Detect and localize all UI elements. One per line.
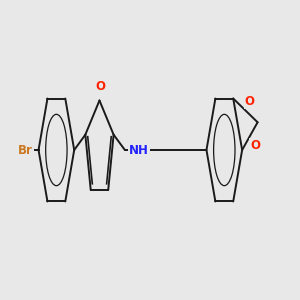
Text: O: O bbox=[250, 139, 260, 152]
Text: O: O bbox=[95, 80, 105, 93]
Text: O: O bbox=[245, 95, 255, 108]
Text: Br: Br bbox=[18, 143, 33, 157]
Text: NH: NH bbox=[129, 143, 149, 157]
